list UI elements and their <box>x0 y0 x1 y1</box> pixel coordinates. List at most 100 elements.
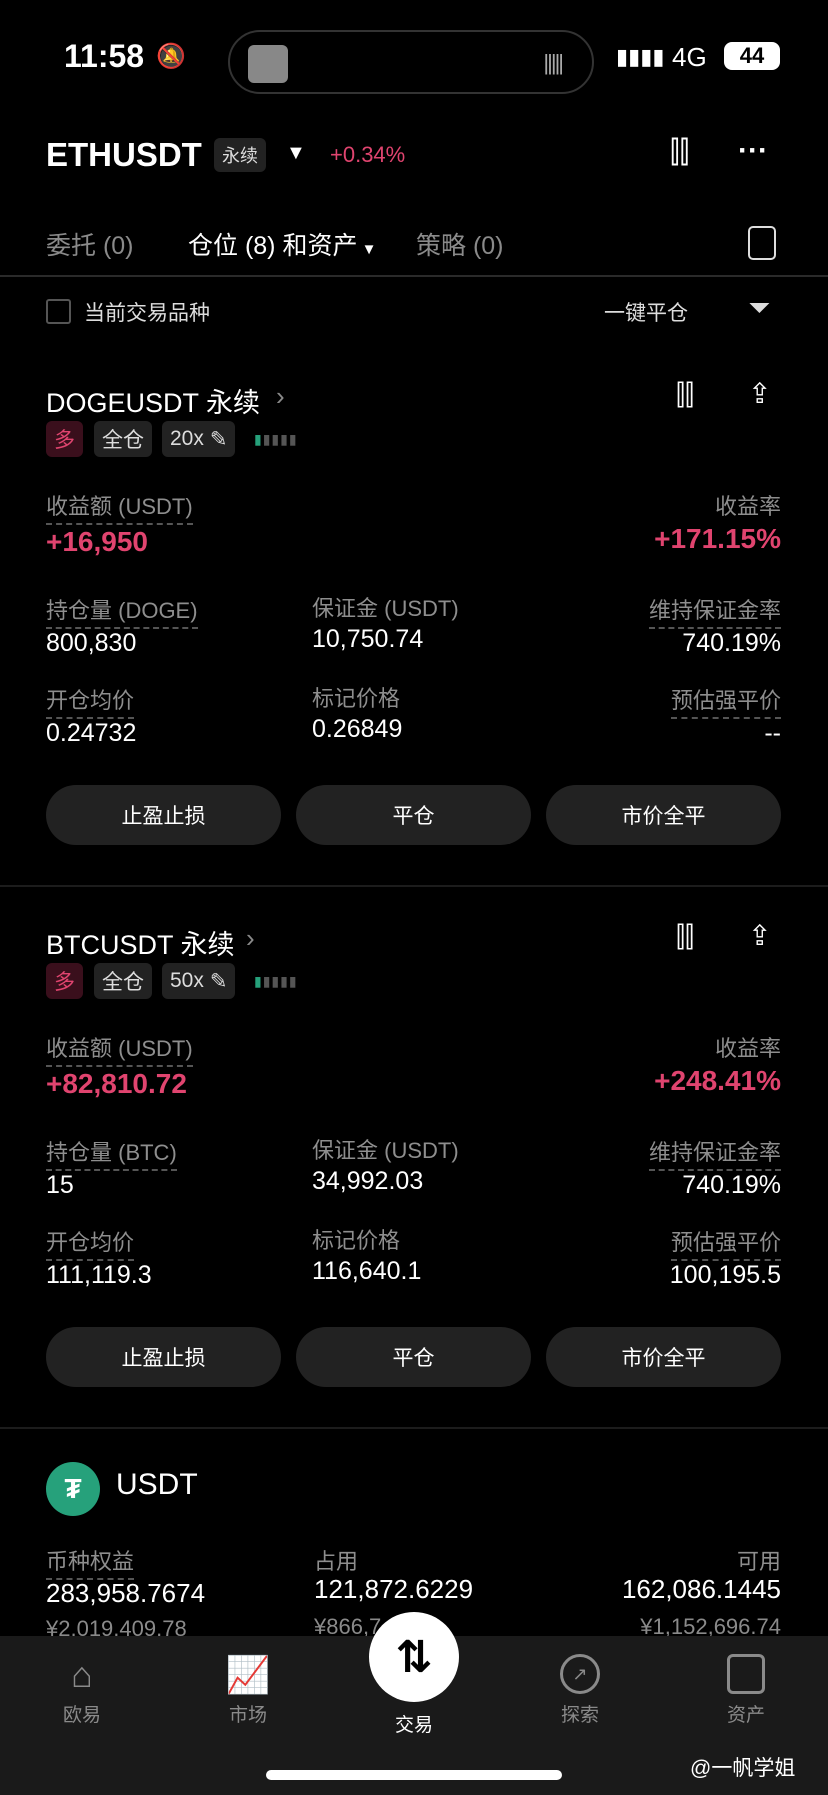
status-time: 11:58 <box>64 38 145 74</box>
close-all-button[interactable]: 一键平仓 <box>604 302 688 325</box>
entry-price-value: 111,119.3 <box>46 1261 152 1289</box>
used-cny: ¥866,7 <box>314 1614 382 1639</box>
mark-price-value: 0.26849 <box>312 715 403 743</box>
size-label: 持仓量 (DOGE) <box>46 593 198 629</box>
symbol-dropdown-icon[interactable]: ▼ <box>286 142 306 164</box>
nav-home[interactable]: ⌂ 欧易 <box>22 1654 142 1727</box>
price-change: +0.34% <box>330 142 406 167</box>
roe-label: 收益率 <box>714 1036 781 1061</box>
roe-value: +171.15% <box>654 523 781 554</box>
adl-indicator: ▮▮▮▮▮ <box>254 973 298 989</box>
liq-price-label: 预估强平价 <box>670 1225 781 1261</box>
margin-value: 34,992.03 <box>312 1167 424 1195</box>
tab-strategy[interactable]: 策略 (0) <box>416 232 504 260</box>
nav-assets[interactable]: 资产 <box>686 1654 806 1727</box>
chevron-right-icon[interactable]: › <box>276 381 285 411</box>
leverage-badge[interactable]: 20x ✎ <box>162 421 236 457</box>
waveform-icon: ||||| <box>543 50 564 75</box>
nav-label: 欧易 <box>62 1705 101 1726</box>
share-icon[interactable]: ⇪ <box>748 378 772 409</box>
entry-price-label: 开仓均价 <box>46 1225 135 1261</box>
mark-price-label: 标记价格 <box>312 686 401 711</box>
tab-positions[interactable]: 仓位 (8) 和资产 ▼ <box>188 226 376 262</box>
equity-label: 币种权益 <box>46 1544 135 1580</box>
leverage-badge[interactable]: 50x ✎ <box>162 963 236 999</box>
leverage-value: 20x <box>170 427 204 450</box>
candlestick-chart-icon[interactable]: ⫿⫿ <box>676 379 694 410</box>
side-badge: 多 <box>46 421 83 457</box>
tp-sl-button[interactable]: 止盈止损 <box>46 785 281 845</box>
usdt-logo-icon: ₮ <box>46 1462 100 1516</box>
close-position-button[interactable]: 平仓 <box>296 785 531 845</box>
margin-label: 保证金 (USDT) <box>312 596 459 621</box>
tab-orders[interactable]: 委托 (0) <box>46 232 134 260</box>
liq-price-value: 100,195.5 <box>669 1261 781 1289</box>
dynamic-island[interactable]: ||||| <box>228 30 594 94</box>
margin-label: 保证金 (USDT) <box>312 1138 459 1163</box>
market-close-button[interactable]: 市价全平 <box>546 785 781 845</box>
nav-explore[interactable]: ↗ 探索 <box>520 1654 640 1727</box>
pnl-label: 收益额 (USDT) <box>46 489 193 525</box>
divider <box>0 1427 828 1429</box>
nav-label: 交易 <box>394 1715 433 1736</box>
margin-value: 10,750.74 <box>312 625 424 653</box>
roe-value: +248.41% <box>654 1065 781 1096</box>
size-label: 持仓量 (BTC) <box>46 1135 177 1171</box>
battery-level: 44 <box>739 43 765 68</box>
network-type: 4G <box>672 42 707 72</box>
trade-icon: ⇅ <box>369 1612 459 1702</box>
pnl-value: +82,810.72 <box>46 1068 187 1099</box>
filter-icon[interactable]: ⏷ <box>748 292 771 323</box>
divider <box>0 275 828 277</box>
wallet-icon <box>727 1654 765 1694</box>
adl-indicator: ▮▮▮▮▮ <box>254 431 298 447</box>
close-position-button[interactable]: 平仓 <box>296 1327 531 1387</box>
mark-price-label: 标记价格 <box>312 1228 401 1253</box>
size-value: 15 <box>46 1171 74 1199</box>
size-value: 800,830 <box>46 629 137 657</box>
roe-label: 收益率 <box>714 494 781 519</box>
entry-price-label: 开仓均价 <box>46 683 135 719</box>
liq-price-label: 预估强平价 <box>670 683 781 719</box>
chevron-right-icon[interactable]: › <box>246 923 255 953</box>
nav-market[interactable]: 📈 市场 <box>188 1654 308 1727</box>
available-cny: ¥1,152,696.74 <box>640 1614 781 1639</box>
position-title[interactable]: DOGEUSDT 永续 <box>46 388 261 418</box>
symbol-title[interactable]: ETHUSDT <box>46 136 202 173</box>
bottom-nav: ⌂ 欧易 📈 市场 ⇅ 交易 ↗ 探索 资产 @一帆学姐 <box>0 1612 828 1795</box>
margin-mode-badge[interactable]: 全仓 <box>94 421 152 457</box>
current-symbol-checkbox[interactable] <box>46 299 71 324</box>
tp-sl-button[interactable]: 止盈止损 <box>46 1327 281 1387</box>
more-icon[interactable]: ··· <box>738 134 768 167</box>
watermark: @一帆学姐 <box>690 1757 796 1780</box>
market-close-button[interactable]: 市价全平 <box>546 1327 781 1387</box>
nav-label: 市场 <box>228 1705 267 1726</box>
signal-icon: ▮▮▮▮ <box>616 44 665 69</box>
used-value: 121,872.6229 <box>314 1574 474 1604</box>
margin-mode-badge[interactable]: 全仓 <box>94 963 152 999</box>
edit-icon: ✎ <box>209 427 228 451</box>
mmr-value: 740.19% <box>682 1171 781 1199</box>
share-icon[interactable]: ⇪ <box>748 920 772 951</box>
nav-trade[interactable]: ⇅ 交易 <box>354 1612 474 1737</box>
current-symbol-label: 当前交易品种 <box>84 302 210 325</box>
used-label: 占用 <box>314 1549 359 1574</box>
candlestick-chart-icon[interactable]: ⫿⫿ <box>670 136 690 169</box>
available-label: 可用 <box>736 1549 781 1574</box>
side-badge: 多 <box>46 963 83 999</box>
history-icon[interactable] <box>748 226 776 260</box>
position-title[interactable]: BTCUSDT 永续 <box>46 930 235 960</box>
bell-muted-icon: 🔕 <box>156 43 186 70</box>
perpetual-badge: 永续 <box>214 138 266 172</box>
mark-price-value: 116,640.1 <box>312 1257 422 1285</box>
home-icon: ⌂ <box>71 1654 93 1695</box>
nav-label: 探索 <box>560 1705 599 1726</box>
pnl-value: +16,950 <box>46 526 148 557</box>
battery-icon: 44 <box>724 42 780 70</box>
nav-label: 资产 <box>726 1705 765 1726</box>
divider <box>0 885 828 887</box>
home-indicator[interactable] <box>266 1770 562 1780</box>
candlestick-chart-icon[interactable]: ⫿⫿ <box>676 921 694 952</box>
equity-value: 283,958.7674 <box>46 1578 206 1608</box>
tab-positions-label: 仓位 (8) 和资产 <box>188 232 358 260</box>
